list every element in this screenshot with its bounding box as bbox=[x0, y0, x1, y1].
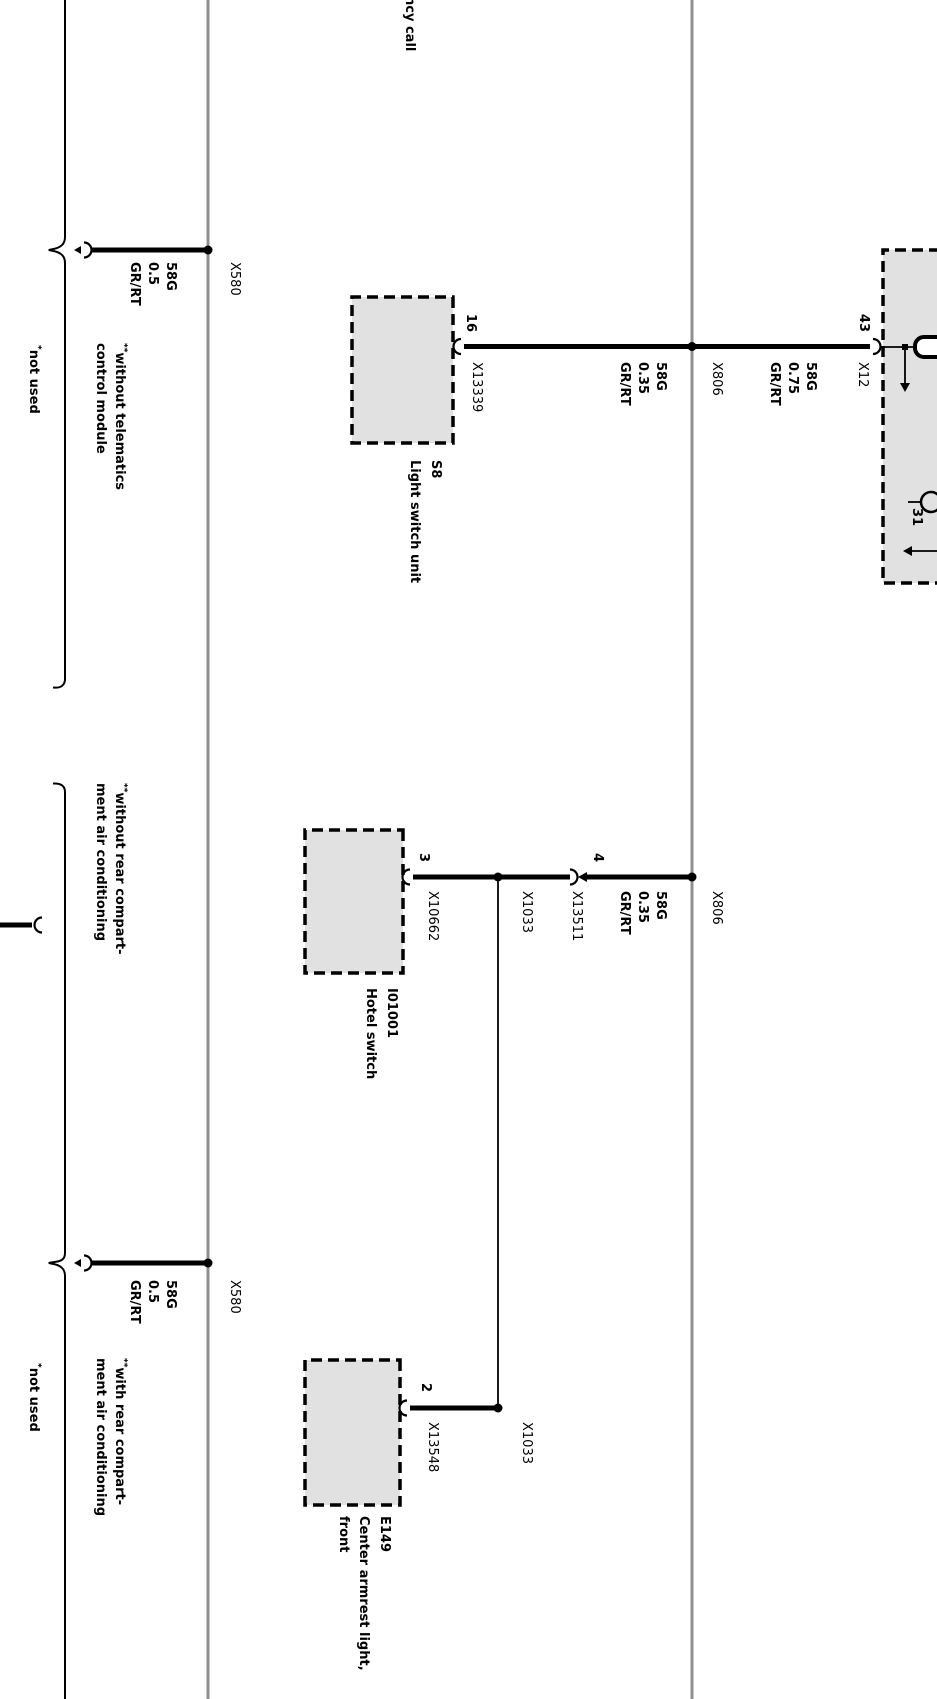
pin-16-label: 16 bbox=[463, 313, 478, 332]
connector-x10662-label: X10662 bbox=[425, 891, 440, 942]
wire-color: GR/RT bbox=[127, 1280, 142, 1324]
wire-color: GR/RT bbox=[127, 262, 142, 306]
module-lamp-symbol bbox=[913, 335, 937, 359]
junction-dot-x806-s8 bbox=[687, 342, 697, 351]
module-branch-arrow-icon bbox=[900, 383, 910, 392]
connector-socket-x580-branch-2 bbox=[83, 1254, 93, 1272]
wire-color: GR/RT bbox=[617, 362, 632, 406]
x580-branch-2-arrow-icon bbox=[74, 1259, 81, 1267]
hotel-switch-name: I01001 Hotel switch bbox=[360, 988, 401, 1079]
rail-x806-label-2: X806 bbox=[709, 891, 724, 925]
variant-line2: ment air conditioning bbox=[93, 1358, 108, 1517]
rail-x580-label-2: X580 bbox=[227, 1280, 242, 1314]
control-module-box bbox=[881, 248, 937, 585]
component-name: Light switch unit bbox=[407, 460, 423, 584]
wire-spec-hotel-feed: 58G 0.35 GR/RT bbox=[615, 891, 669, 935]
connector-socket-x13511 bbox=[569, 868, 579, 886]
variant-line1: with rear compart- bbox=[112, 1367, 127, 1506]
wire-spec-s8-feed: 58G 0.35 GR/RT bbox=[615, 362, 669, 406]
variant-note-telematics: **without telematics control module bbox=[91, 343, 129, 490]
variant-line2: control module bbox=[93, 343, 108, 454]
variant-line1: without rear compart- bbox=[112, 792, 127, 955]
connector-x1033-label-hotel: X1033 bbox=[519, 891, 534, 933]
connector-socket-armrest-pin2 bbox=[398, 1399, 408, 1417]
wire-size: 0.5 bbox=[145, 262, 160, 286]
connector-socket-x580-branch-1 bbox=[83, 241, 93, 259]
wire-spec-x580-branch-2: 58G 0.5 GR/RT bbox=[125, 1280, 179, 1324]
wire-size: 0.75 bbox=[785, 362, 800, 395]
component-code: E149 bbox=[377, 1516, 392, 1553]
inline-connector-arrow-icon bbox=[578, 872, 587, 882]
pin-3-label: 3 bbox=[416, 852, 431, 862]
wire-circuit: 58G bbox=[163, 262, 178, 291]
connector-x13511-label: X13511 bbox=[569, 891, 584, 942]
variant-note-without-rear-ac: **without rear compart- ment air conditi… bbox=[91, 783, 129, 955]
hotel-switch-box bbox=[303, 828, 405, 975]
x580-branch-1-arrow-icon bbox=[74, 246, 81, 254]
ground-down-arrow-icon bbox=[903, 546, 912, 556]
connector-socket-s8-pin16 bbox=[452, 337, 462, 356]
connector-x12-label: X12 bbox=[855, 362, 870, 388]
variant-note-not-used-2: *not used bbox=[24, 1363, 42, 1432]
wire-circuit: 58G bbox=[803, 362, 818, 391]
junction-dot-x806-hotel bbox=[687, 872, 697, 882]
wire-spec-x580-branch-1: 58G 0.5 GR/RT bbox=[125, 262, 179, 306]
component-name: Hotel switch bbox=[363, 988, 379, 1080]
wire-circuit: 58G bbox=[653, 362, 668, 391]
variant-brace-2 bbox=[48, 782, 66, 1699]
footnote-marker: ** bbox=[118, 783, 129, 793]
variant-line1: without telematics bbox=[112, 352, 127, 491]
wire-size: 0.35 bbox=[635, 891, 650, 924]
wire-spec-x12-feed: 58G 0.75 GR/RT bbox=[765, 362, 819, 406]
component-name2: front bbox=[336, 1516, 351, 1553]
footnote-marker: ** bbox=[118, 343, 129, 353]
light-switch-box bbox=[350, 295, 455, 445]
footnote-marker: ** bbox=[118, 1358, 129, 1368]
wire-circuit: 58G bbox=[653, 891, 668, 920]
light-switch-name: S8 Light switch unit bbox=[404, 460, 445, 583]
armrest-light-box bbox=[303, 1358, 402, 1507]
variant-text: not used bbox=[26, 349, 41, 414]
variant-brace-1 bbox=[48, 0, 66, 689]
connector-socket-pin43 bbox=[872, 337, 882, 356]
component-code: I01001 bbox=[384, 988, 399, 1039]
wire-size: 0.35 bbox=[635, 362, 650, 395]
wire-size: 0.5 bbox=[145, 1280, 160, 1304]
connector-x1033-label-armrest: X1033 bbox=[519, 1422, 534, 1464]
variant-note-with-rear-ac: **with rear compart- ment air conditioni… bbox=[91, 1358, 129, 1516]
connector-socket-offpage-stub bbox=[33, 916, 43, 934]
rail-x806-label-1: X806 bbox=[709, 362, 724, 396]
variant-line2: ment air conditioning bbox=[93, 783, 108, 942]
connector-x13548-label: X13548 bbox=[425, 1422, 440, 1473]
variant-note-not-used-1: *not used bbox=[24, 345, 42, 414]
armrest-light-name: E149 Center armrest light, front bbox=[333, 1516, 395, 1671]
pin-43-label: 43 bbox=[856, 313, 871, 332]
pin-4-label: 4 bbox=[590, 852, 605, 862]
partial-component-label: ncy call bbox=[402, 0, 417, 52]
variant-text: not used bbox=[26, 1367, 41, 1432]
wire-color: GR/RT bbox=[767, 362, 782, 406]
component-code: S8 bbox=[428, 460, 443, 479]
wire-circuit: 58G bbox=[163, 1280, 178, 1309]
wire-color: GR/RT bbox=[617, 891, 632, 935]
rail-x580-label-1: X580 bbox=[227, 262, 242, 296]
pin-2-label: 2 bbox=[418, 1382, 433, 1392]
component-name: Center armrest light, bbox=[356, 1516, 372, 1671]
connector-x13339-label: X13339 bbox=[469, 362, 484, 413]
terminal-31-label: 31 bbox=[909, 508, 924, 527]
connector-socket-hotel-pin3 bbox=[401, 868, 411, 886]
